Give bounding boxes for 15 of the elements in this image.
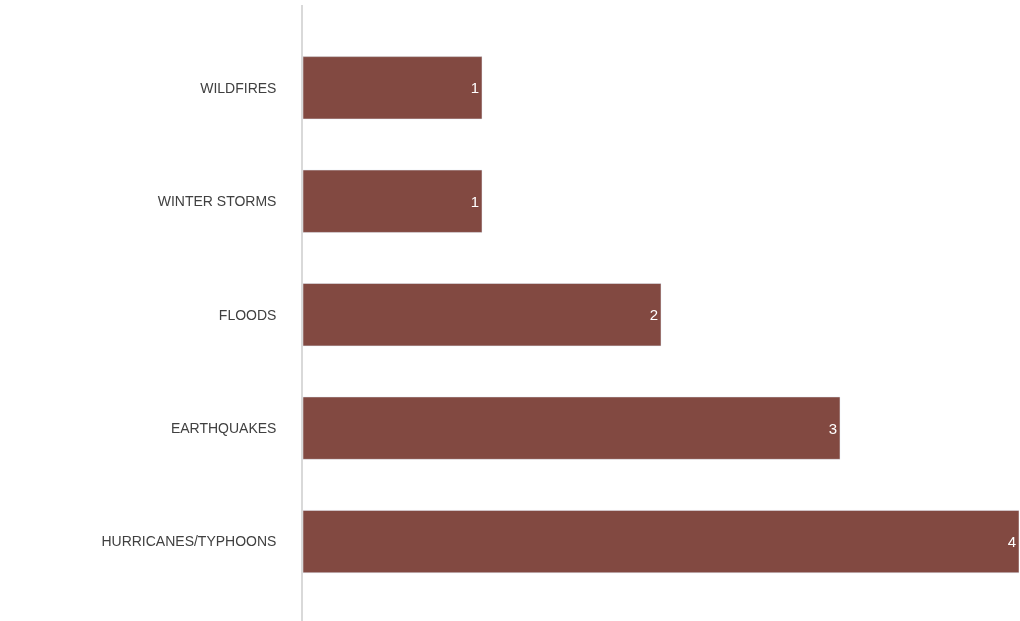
bar: [303, 283, 662, 347]
data-label: 1: [470, 192, 479, 210]
y-tick-label: FLOODS: [218, 306, 277, 323]
bar: [303, 396, 841, 460]
y-tick-label: HURRICANES/TYPHOONS: [101, 533, 277, 550]
bar: [303, 169, 483, 233]
y-tick-label: WINTER STORMS: [157, 193, 277, 210]
bar: [303, 510, 1019, 574]
data-label: 3: [828, 419, 837, 437]
data-label: 2: [649, 306, 658, 324]
y-tick-label: WILDFIRES: [200, 79, 277, 96]
data-label: 1: [470, 79, 479, 97]
y-tick-label: EARTHQUAKES: [170, 420, 277, 437]
bar: [303, 56, 483, 120]
data-label: 4: [1007, 533, 1016, 551]
